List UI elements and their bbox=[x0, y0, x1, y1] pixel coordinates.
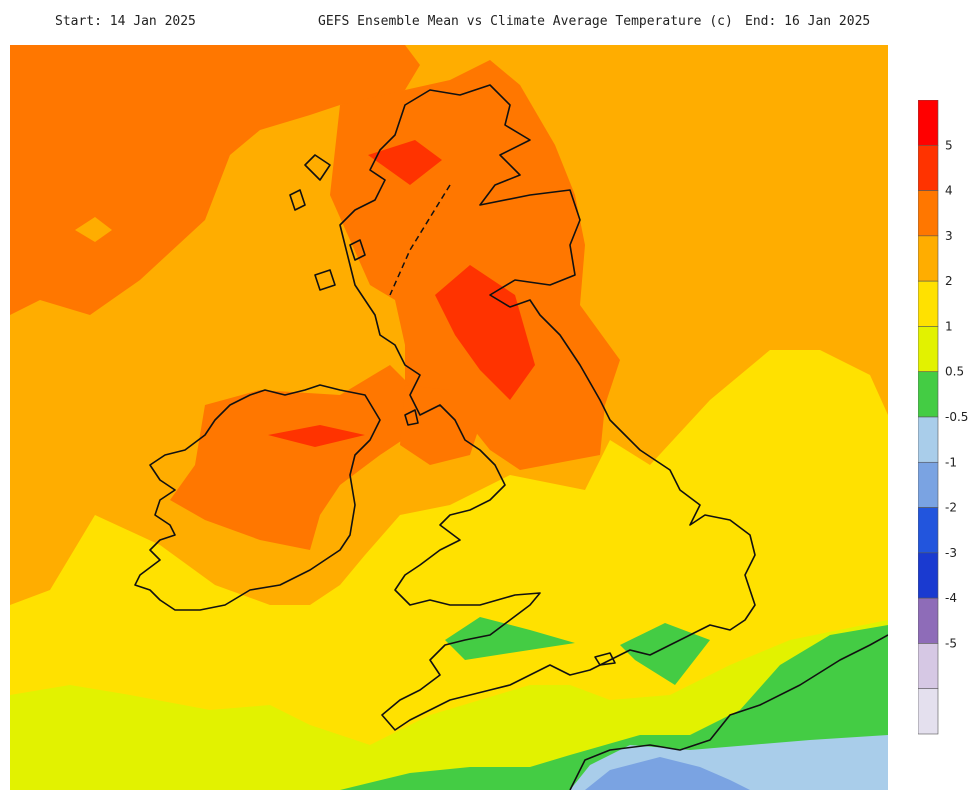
coastlines bbox=[134, 84, 888, 790]
colorbar-bin bbox=[918, 326, 939, 373]
end-date-label: End: 16 Jan 2025 bbox=[745, 14, 871, 29]
field-minus05to05-channel bbox=[340, 755, 570, 790]
colorbar-tick-label: 1 bbox=[945, 319, 953, 333]
colorbar-bin bbox=[918, 552, 939, 599]
colorbar-bin bbox=[918, 235, 939, 282]
colorbar-bin bbox=[918, 371, 939, 418]
field-minus05to05-wales bbox=[445, 617, 575, 660]
temperature-anomaly-map bbox=[10, 45, 888, 790]
colorbar-tick-label: 4 bbox=[945, 184, 953, 198]
coastline-france bbox=[569, 634, 888, 790]
coastline-islands-north bbox=[289, 154, 366, 291]
colorbar-tick-label: 3 bbox=[945, 229, 953, 243]
field-2to3-pocket bbox=[75, 217, 112, 242]
colorbar-bin bbox=[918, 643, 939, 690]
field-minus2-france bbox=[585, 757, 750, 790]
colorbar-bin bbox=[918, 280, 939, 327]
great-glen-line bbox=[389, 184, 451, 296]
colorbar-tick-label: -4 bbox=[945, 591, 957, 605]
colorbar-tick-label: 5 bbox=[945, 138, 953, 152]
coastline-isle-of-wight bbox=[594, 652, 616, 666]
colorbar-tick-label: 0.5 bbox=[945, 365, 964, 379]
coastline-great-britain bbox=[339, 84, 756, 731]
start-date-label: Start: 14 Jan 2025 bbox=[55, 14, 196, 29]
chart-title: GEFS Ensemble Mean vs Climate Average Te… bbox=[318, 14, 733, 29]
colorbar-bin bbox=[918, 190, 939, 237]
field-minus05to05-kent bbox=[620, 623, 710, 685]
field-3to4-northwest bbox=[10, 45, 420, 315]
field-4to5-cumbria bbox=[435, 265, 535, 400]
coastline-ireland bbox=[134, 384, 381, 611]
field-4to5-west-ireland bbox=[268, 425, 365, 447]
colorbar-tick-label: 2 bbox=[945, 274, 953, 288]
colorbar-bin bbox=[918, 688, 939, 735]
colorbar-tick-label: -1 bbox=[945, 455, 957, 469]
colorbar-tick-label: -3 bbox=[945, 546, 957, 560]
colorbar-bin bbox=[918, 597, 939, 644]
field-4to5-north-scotland bbox=[368, 140, 442, 185]
colorbar-legend: 5 4 3 2 1 0.5 -0.5 -1 -2 -3 -4 -5 bbox=[918, 100, 968, 735]
field-3to4-ireland bbox=[170, 365, 420, 550]
colorbar-bin bbox=[918, 507, 939, 554]
colorbar-tick-label: -2 bbox=[945, 501, 957, 515]
colorbar-bin bbox=[918, 416, 939, 463]
colorbar-tick-label: -0.5 bbox=[945, 410, 968, 424]
colorbar-bin bbox=[918, 100, 939, 146]
field-3to4-ireland-link bbox=[400, 385, 480, 465]
colorbar-bin bbox=[918, 461, 939, 508]
colorbar-bin bbox=[918, 144, 939, 191]
colorbar-tick-label: -5 bbox=[945, 636, 957, 650]
coastline-isle-of-man bbox=[404, 409, 419, 426]
